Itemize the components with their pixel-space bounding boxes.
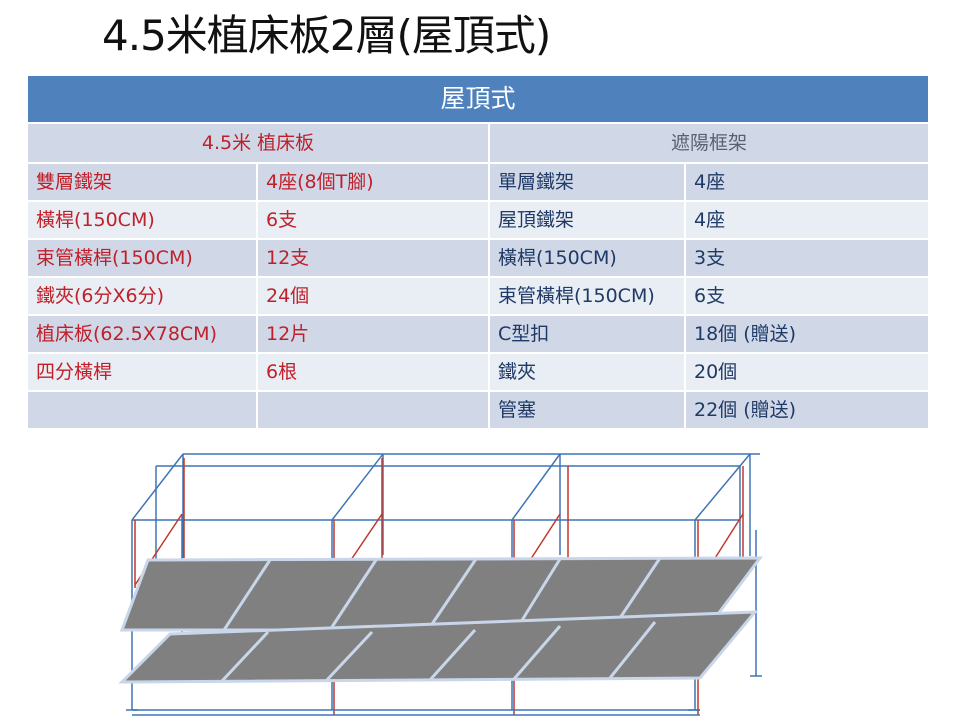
left-item-cell: 束管橫桿(150CM)	[26, 238, 258, 278]
spec-table: 屋頂式 4.5米 植床板 遮陽框架 雙層鐵架 4座(8個T腳) 單層鐵架 4座 …	[25, 74, 931, 430]
page-title: 4.5米植床板2層(屋頂式)	[102, 11, 551, 60]
left-qty-cell: 4座(8個T腳)	[256, 162, 490, 202]
table-header: 屋頂式	[25, 74, 931, 124]
table-row: 橫桿(150CM) 6支 屋頂鐵架 4座	[26, 200, 931, 240]
right-item-cell: 橫桿(150CM)	[488, 238, 686, 278]
left-qty-cell: 6支	[256, 200, 490, 240]
right-item-cell: 屋頂鐵架	[488, 200, 686, 240]
left-qty-cell: 12支	[256, 238, 490, 278]
table-header-row: 屋頂式	[25, 74, 931, 124]
left-item-cell: 橫桿(150CM)	[26, 200, 258, 240]
table-row: 管塞 22個 (贈送)	[26, 390, 931, 430]
left-qty-cell: 6根	[256, 352, 490, 392]
lower-deck	[118, 610, 759, 684]
right-item-cell: 管塞	[488, 390, 686, 430]
left-item-cell: 鐵夾(6分X6分)	[26, 276, 258, 316]
right-item-cell: C型扣	[488, 314, 686, 354]
left-qty-cell: 12片	[256, 314, 490, 354]
left-qty-cell	[256, 390, 490, 430]
right-qty-cell: 18個 (贈送)	[683, 314, 931, 354]
left-qty-cell: 24個	[256, 276, 490, 316]
table-row: 四分橫桿 6根 鐵夾 20個	[26, 352, 931, 392]
base-frame	[132, 709, 700, 716]
table-row: 鐵夾(6分X6分) 24個 束管橫桿(150CM) 6支	[26, 276, 931, 316]
right-item-cell: 單層鐵架	[488, 162, 686, 202]
left-item-cell: 雙層鐵架	[26, 162, 258, 202]
left-item-cell: 四分橫桿	[26, 352, 258, 392]
group-header-row: 4.5米 植床板 遮陽框架	[26, 122, 931, 164]
left-item-cell: 植床板(62.5X78CM)	[26, 314, 258, 354]
rack-frame-diagram	[118, 453, 764, 716]
right-qty-cell: 4座	[683, 200, 931, 240]
right-qty-cell: 20個	[683, 352, 931, 392]
right-group-header: 遮陽框架	[487, 122, 931, 164]
right-qty-cell: 4座	[683, 162, 931, 202]
table-row: 束管橫桿(150CM) 12支 橫桿(150CM) 3支	[26, 238, 931, 278]
left-group-header: 4.5米 植床板	[26, 122, 490, 164]
right-qty-cell: 6支	[683, 276, 931, 316]
right-qty-cell: 22個 (贈送)	[683, 390, 931, 430]
left-item-cell	[26, 390, 258, 430]
table-row: 雙層鐵架 4座(8個T腳) 單層鐵架 4座	[26, 162, 931, 202]
table-row: 植床板(62.5X78CM) 12片 C型扣 18個 (贈送)	[26, 314, 931, 354]
right-item-cell: 鐵夾	[488, 352, 686, 392]
right-item-cell: 束管橫桿(150CM)	[488, 276, 686, 316]
right-qty-cell: 3支	[683, 238, 931, 278]
